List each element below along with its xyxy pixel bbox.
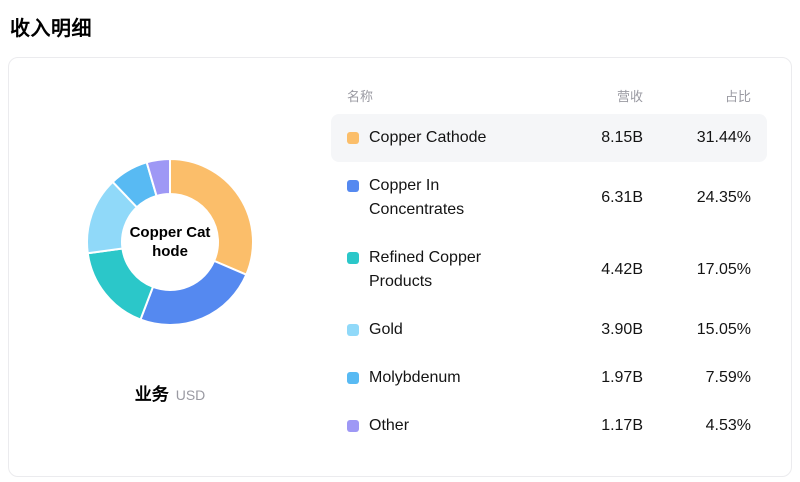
- table-header-row: 名称 营收 占比: [331, 88, 767, 106]
- donut-chart[interactable]: Copper Cathode: [84, 156, 256, 328]
- series-label: Other: [369, 417, 410, 434]
- donut-chart-svg: [86, 158, 254, 327]
- series-name-cell: Refined Copper Products: [347, 246, 547, 294]
- series-label: Refined Copper Products: [369, 249, 482, 290]
- percent-value: 7.59%: [705, 369, 751, 386]
- series-label: Gold: [369, 321, 403, 338]
- series-color-swatch-icon: [347, 420, 359, 432]
- series-name-cell: Copper In Concentrates: [347, 174, 547, 222]
- series-name-cell: Molybdenum: [347, 366, 547, 390]
- revenue-value: 1.17B: [601, 417, 643, 434]
- percent-value: 17.05%: [696, 261, 751, 278]
- series-color-swatch-icon: [347, 180, 359, 192]
- header-name: 名称: [347, 89, 374, 104]
- page-title: 收入明细: [10, 18, 92, 40]
- revenue-value: 8.15B: [601, 129, 643, 146]
- breakdown-table: 名称 营收 占比 Copper Cathode 8.15B 31.44% Copper…: [331, 58, 791, 476]
- series-color-swatch-icon: [347, 132, 359, 144]
- revenue-value: 3.90B: [601, 321, 643, 338]
- header-percent: 占比: [724, 89, 751, 104]
- revenue-value: 6.31B: [601, 189, 643, 206]
- chart-caption: 业务 USD: [135, 380, 206, 405]
- series-color-swatch-icon: [347, 372, 359, 384]
- series-color-swatch-icon: [347, 324, 359, 336]
- series-label: Copper Cathode: [369, 129, 487, 146]
- chart-caption-unit: USD: [175, 387, 206, 403]
- percent-value: 31.44%: [696, 129, 751, 146]
- series-name-cell: Gold: [347, 318, 547, 342]
- donut-chart-section: Copper Cathode 业务 USD: [9, 58, 331, 476]
- series-name-cell: Other: [347, 414, 547, 438]
- series-label: Copper In Concentrates: [369, 177, 465, 218]
- table-row[interactable]: Gold 3.90B 15.05%: [331, 306, 767, 354]
- donut-center-label: Copper Cathode: [129, 224, 211, 260]
- percent-value: 4.53%: [705, 417, 751, 434]
- table-body: Copper Cathode 8.15B 31.44% Copper In Conce…: [331, 114, 767, 450]
- header-revenue: 营收: [616, 89, 643, 104]
- series-color-swatch-icon: [347, 252, 359, 264]
- percent-value: 15.05%: [696, 321, 751, 338]
- revenue-value: 4.42B: [601, 261, 643, 278]
- percent-value: 24.35%: [696, 189, 751, 206]
- table-row[interactable]: Molybdenum 1.97B 7.59%: [331, 354, 767, 402]
- revenue-breakdown-card: Copper Cathode 业务 USD 名称 营收 占比 Copper Ca…: [8, 57, 792, 477]
- chart-caption-label: 业务: [134, 385, 169, 404]
- table-row[interactable]: Other 1.17B 4.53%: [331, 402, 767, 450]
- series-name-cell: Copper Cathode: [347, 126, 547, 150]
- table-row[interactable]: Copper In Concentrates 6.31B 24.35%: [331, 162, 767, 234]
- donut-segment[interactable]: [169, 158, 254, 276]
- series-label: Molybdenum: [369, 369, 461, 386]
- table-row[interactable]: Copper Cathode 8.15B 31.44%: [331, 114, 767, 162]
- table-row[interactable]: Refined Copper Products 4.42B 17.05%: [331, 234, 767, 306]
- revenue-value: 1.97B: [601, 369, 643, 386]
- donut-segment[interactable]: [145, 158, 171, 197]
- donut-segment[interactable]: [139, 259, 248, 327]
